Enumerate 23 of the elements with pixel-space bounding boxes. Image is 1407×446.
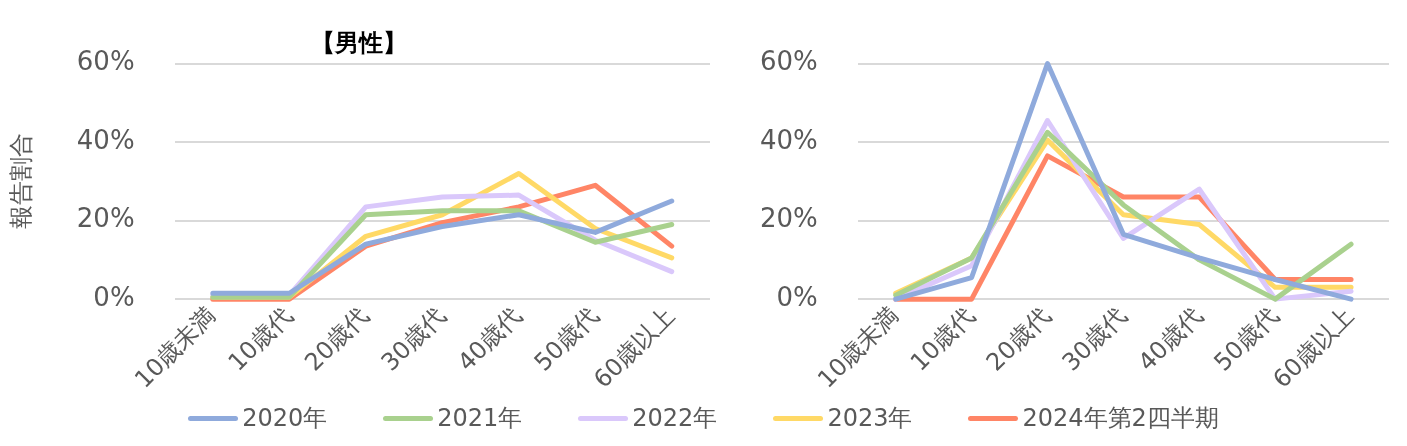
x-tick-label: 30歳代 bbox=[375, 301, 451, 377]
y-tick-label: 20% bbox=[759, 203, 818, 234]
y-tick-label: 60% bbox=[759, 46, 818, 77]
y-axis-title: 報告割合 bbox=[6, 133, 35, 230]
x-tick-label: 40歳代 bbox=[452, 301, 528, 377]
x-tick-label: 10歳代 bbox=[904, 301, 981, 377]
x-tick-label: 20歳代 bbox=[299, 301, 375, 377]
x-tick-label: 20歳代 bbox=[980, 301, 1057, 377]
x-tick-label: 40歳代 bbox=[1132, 301, 1208, 377]
legend-label: 2022年 bbox=[632, 403, 718, 434]
y-tick-label: 40% bbox=[76, 124, 135, 155]
legend-label: 2023年 bbox=[827, 403, 913, 434]
chart-title: 【男性】 bbox=[311, 29, 407, 58]
y-tick-label: 0% bbox=[776, 281, 818, 312]
x-tick-label: 30歳代 bbox=[1056, 301, 1133, 377]
y-tick-label: 40% bbox=[759, 124, 818, 155]
y-tick-label: 20% bbox=[76, 203, 135, 234]
legend-label: 2021年 bbox=[437, 403, 523, 434]
y-tick-label: 60% bbox=[76, 46, 135, 77]
legend-label: 2024年第2四半期 bbox=[1022, 403, 1219, 434]
x-tick-label: 10歳代 bbox=[222, 301, 298, 377]
y-tick-label: 0% bbox=[93, 281, 135, 312]
legend-label: 2020年 bbox=[242, 403, 328, 434]
